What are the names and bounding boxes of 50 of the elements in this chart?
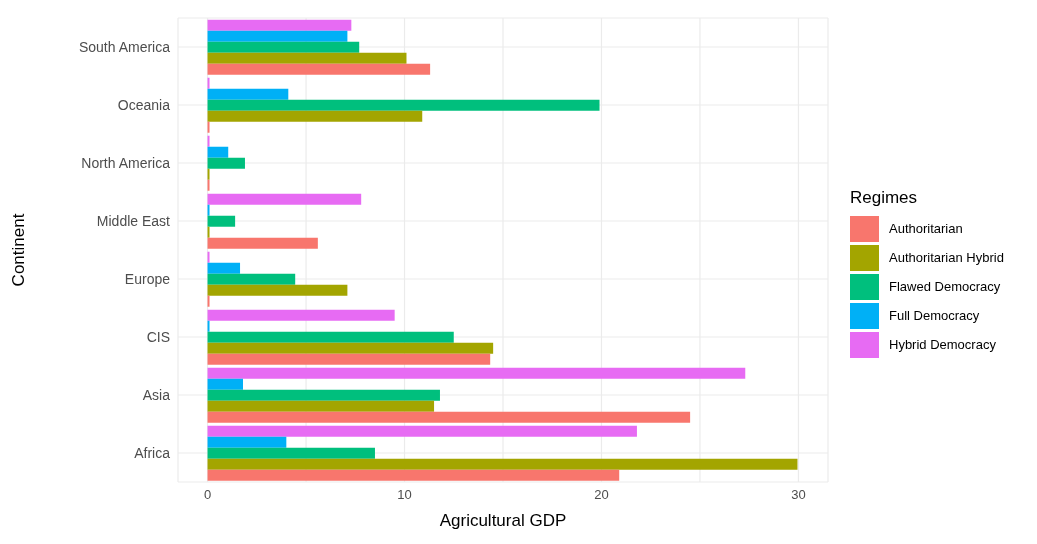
- bar: [207, 353, 491, 365]
- bar: [207, 146, 229, 158]
- bar: [207, 367, 746, 379]
- legend-label: Authoritarian: [889, 221, 963, 236]
- bar: [207, 378, 243, 390]
- bar: [207, 63, 431, 75]
- x-tick-label: 30: [791, 487, 806, 503]
- legend-label: Full Democracy: [889, 308, 980, 323]
- bar: [207, 425, 637, 437]
- legend-title: Regimes: [850, 188, 919, 208]
- x-tick-label: 10: [397, 487, 412, 503]
- bar: [207, 88, 289, 100]
- x-tick-label: 0: [203, 487, 212, 503]
- bar: [207, 309, 395, 321]
- y-tick-label: Europe: [124, 270, 171, 287]
- y-tick-label: CIS: [146, 328, 170, 345]
- bar: [207, 262, 241, 274]
- bar: [207, 41, 360, 53]
- legend-label: Flawed Democracy: [889, 279, 1001, 294]
- y-tick-label: North America: [81, 154, 171, 171]
- bar: [207, 237, 318, 249]
- y-axis-title: Continent: [9, 213, 29, 287]
- y-tick-label: Asia: [142, 386, 171, 403]
- bar: [207, 458, 798, 470]
- y-tick-label: Africa: [134, 444, 171, 461]
- bar: [207, 342, 494, 354]
- bar: [207, 447, 375, 459]
- bar: [207, 411, 691, 423]
- bar: [207, 30, 348, 42]
- bar: [207, 99, 600, 111]
- bar: [207, 215, 236, 227]
- bar: [207, 273, 296, 285]
- bar: [207, 400, 435, 412]
- x-axis-title: Agricultural GDP: [439, 511, 567, 530]
- bar: [207, 284, 348, 296]
- bar: [207, 52, 407, 64]
- y-tick-label: Middle East: [96, 212, 171, 229]
- y-tick-label: South America: [78, 38, 171, 55]
- y-tick-label: Oceania: [117, 96, 171, 113]
- bar: [207, 469, 620, 481]
- bar: [207, 19, 352, 31]
- x-tick-label: 20: [594, 487, 609, 503]
- bar: [207, 193, 362, 205]
- bar: [207, 110, 423, 122]
- legend-label: Authoritarian Hybrid: [889, 250, 1004, 265]
- bar: [207, 331, 454, 343]
- bar: [207, 157, 245, 169]
- bar: [207, 389, 440, 401]
- bar: [207, 436, 287, 448]
- legend-label: Hybrid Democracy: [889, 337, 996, 352]
